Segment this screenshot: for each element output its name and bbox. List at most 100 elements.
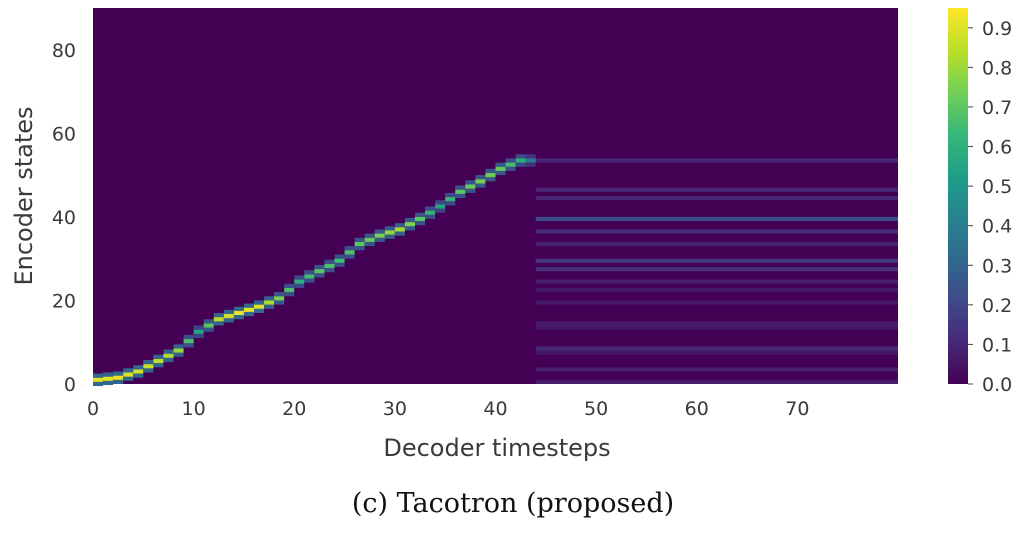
residual-band	[535, 287, 898, 293]
attention-cell	[394, 227, 405, 232]
attention-cell	[465, 184, 476, 189]
attention-cell	[223, 318, 234, 323]
attention-cell	[364, 237, 375, 242]
attention-cell	[425, 206, 436, 211]
attention-cell	[294, 275, 305, 280]
attention-cell	[445, 197, 456, 202]
attention-cell	[213, 317, 224, 322]
attention-cell	[475, 175, 486, 180]
attention-cell	[294, 279, 305, 284]
attention-cell	[123, 368, 134, 373]
x-tick-label: 70	[785, 398, 809, 420]
attention-cell	[274, 292, 285, 297]
x-axis-label: Decoder timesteps	[383, 434, 610, 462]
attention-cell	[394, 231, 405, 236]
attention-cell	[113, 379, 124, 384]
attention-cell	[525, 162, 536, 167]
attention-cell	[233, 310, 244, 316]
y-axis-label: Encoder states	[10, 106, 38, 285]
residual-band	[535, 325, 898, 330]
figure-caption: (c) Tacotron (proposed)	[351, 488, 675, 519]
x-tick-label: 50	[584, 398, 608, 420]
attention-cell	[415, 221, 426, 226]
attention-cell	[404, 222, 415, 227]
x-tick-label: 0	[87, 398, 99, 420]
x-tick-label: 40	[483, 398, 507, 420]
x-tick-label: 20	[282, 398, 306, 420]
attention-cell	[354, 246, 365, 251]
attention-cell	[93, 377, 104, 382]
residual-band	[535, 279, 898, 284]
attention-cell	[113, 375, 124, 380]
attention-cell	[284, 287, 295, 293]
attention-cell	[223, 309, 234, 315]
colorbar-tick-label: 0.9	[982, 18, 1012, 40]
attention-cell	[324, 263, 335, 269]
colorbar-tick-label: 0.0	[982, 374, 1012, 396]
x-axis-ticks: 0 10 20 30 40 50 60 70	[87, 398, 810, 420]
attention-cell	[133, 369, 144, 374]
y-tick-label: 0	[64, 374, 76, 396]
attention-cell	[193, 333, 204, 339]
attention-cell	[374, 229, 385, 234]
attention-cell	[143, 359, 154, 365]
colorbar-tick-label: 0.2	[982, 295, 1012, 317]
attention-cell	[505, 166, 516, 171]
attention-cell	[364, 241, 375, 247]
attention-cell	[193, 329, 204, 334]
attention-cell	[103, 376, 114, 381]
attention-cell	[515, 154, 526, 159]
x-tick-label: 10	[182, 398, 206, 420]
attention-cell	[294, 283, 305, 288]
attention-cell	[515, 158, 526, 163]
attention-cell	[495, 162, 506, 167]
attention-cell	[435, 204, 446, 209]
x-tick-label: 60	[685, 398, 709, 420]
residual-band	[535, 229, 898, 234]
attention-cell	[505, 162, 516, 167]
attention-cell	[163, 357, 174, 363]
residual-band	[535, 158, 898, 163]
attention-cell	[455, 193, 466, 199]
attention-cell	[264, 304, 275, 309]
residual-band	[535, 187, 898, 192]
colorbar	[948, 8, 968, 384]
x-tick-label: 30	[383, 398, 407, 420]
attention-cell	[103, 372, 114, 377]
attention-cell	[485, 168, 496, 174]
attention-cell	[344, 250, 355, 255]
attention-cell	[284, 283, 295, 288]
attention-cell	[203, 319, 214, 324]
attention-cell	[465, 180, 476, 185]
attention-cell	[465, 188, 476, 193]
attention-cell	[324, 259, 335, 264]
attention-cell	[243, 303, 254, 308]
attention-cell	[93, 373, 104, 378]
attention-cell	[364, 233, 375, 238]
colorbar-ticks: 0.0 0.1 0.2 0.3 0.4 0.5 0.6 0.7 0.8 0.9	[968, 18, 1012, 396]
attention-cell	[515, 162, 526, 167]
attention-cell	[354, 237, 365, 242]
attention-cell	[404, 217, 415, 223]
attention-cell	[284, 292, 295, 297]
attention-cell	[173, 348, 184, 353]
attention-cell	[384, 230, 395, 235]
colorbar-tick-label: 0.4	[982, 216, 1012, 238]
attention-cell	[243, 311, 254, 317]
attention-cell	[113, 371, 124, 376]
y-tick-label: 80	[52, 40, 76, 62]
attention-cell	[384, 226, 395, 231]
attention-cell	[344, 254, 355, 259]
residual-band	[535, 346, 898, 351]
attention-cell	[153, 363, 164, 368]
attention-cell	[183, 343, 194, 348]
attention-cell	[374, 233, 385, 238]
attention-cell	[304, 270, 315, 275]
attention-cell	[264, 296, 275, 301]
attention-cell	[435, 208, 446, 213]
attention-cell	[163, 353, 174, 358]
attention-cell	[304, 278, 315, 283]
attention-cell	[213, 312, 224, 318]
attention-cell	[344, 246, 355, 251]
